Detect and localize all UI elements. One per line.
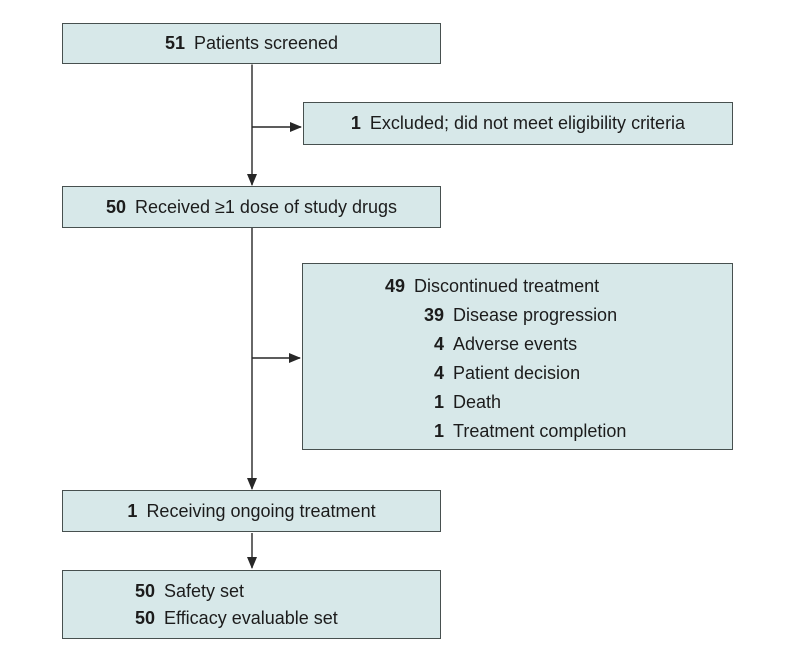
label: Death [453,392,502,412]
count: 4 [433,363,444,383]
label: Disease progression [453,305,618,325]
flow-line: 1 Excluded; did not meet eligibility cri… [351,113,685,134]
box-patients-screened: 51 Patients screened [62,23,441,64]
flow-line: 50 Received ≥1 dose of study drugs [106,197,397,218]
count: 4 [433,334,444,354]
label: Patient decision [453,363,581,383]
label: Adverse events [453,334,578,354]
box-received-dose: 50 Received ≥1 dose of study drugs [62,186,441,228]
box-discontinued-treatment: 49 Discontinued treatment 39 Disease pro… [302,263,733,450]
count: 51 [164,33,185,53]
count: 50 [134,607,155,628]
flow-line: 4 Patient decision [420,359,732,388]
label: Discontinued treatment [414,276,600,296]
flow-line: 50 Efficacy evaluable set [129,605,440,632]
label: Patients screened [193,33,339,53]
flow-line: 49 Discontinued treatment [381,272,732,301]
count: 49 [384,276,405,296]
count: 39 [423,305,444,325]
label: Excluded; did not meet eligibility crite… [369,113,686,133]
box-analysis-sets: 50 Safety set 50 Efficacy evaluable set [62,570,441,639]
flow-line: 51 Patients screened [165,33,338,54]
count: 1 [433,392,444,412]
count: 1 [350,113,361,133]
count: 1 [433,421,444,441]
count: 50 [105,196,126,217]
flow-line: 4 Adverse events [420,330,732,359]
flow-line: 39 Disease progression [420,301,732,330]
flow-line: 1 Treatment completion [420,417,732,446]
label: Receiving ongoing treatment [146,500,376,521]
box-ongoing-treatment: 1 Receiving ongoing treatment [62,490,441,532]
label: Received ≥1 dose of study drugs [135,196,398,217]
box-excluded: 1 Excluded; did not meet eligibility cri… [303,102,733,145]
discontinued-content: 49 Discontinued treatment 39 Disease pro… [303,264,732,446]
analysis-content: 50 Safety set 50 Efficacy evaluable set [63,571,440,638]
flow-line: 1 Death [420,388,732,417]
flow-line: 1 Receiving ongoing treatment [127,501,375,522]
count: 1 [127,500,138,521]
label: Safety set [164,580,245,601]
label: Efficacy evaluable set [164,607,338,628]
count: 50 [134,580,155,601]
label: Treatment completion [453,421,627,441]
flow-line: 50 Safety set [129,578,440,605]
